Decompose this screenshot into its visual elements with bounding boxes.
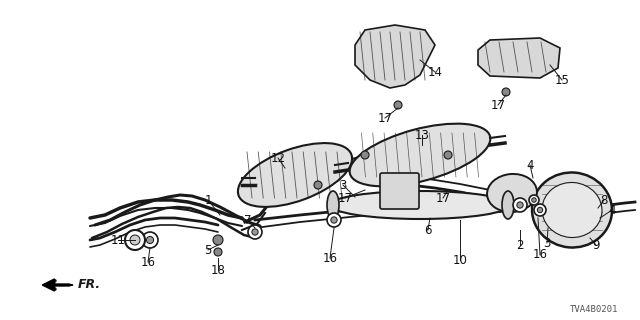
Ellipse shape xyxy=(349,124,490,186)
Text: 16: 16 xyxy=(141,255,156,268)
Circle shape xyxy=(142,232,158,248)
Ellipse shape xyxy=(238,143,352,207)
Circle shape xyxy=(130,235,140,245)
Ellipse shape xyxy=(327,191,339,219)
Circle shape xyxy=(532,198,536,202)
Ellipse shape xyxy=(542,182,602,237)
Circle shape xyxy=(517,202,523,208)
Text: 9: 9 xyxy=(592,238,600,252)
Polygon shape xyxy=(478,38,560,78)
Circle shape xyxy=(394,101,402,109)
Text: FR.: FR. xyxy=(78,278,101,292)
FancyBboxPatch shape xyxy=(380,173,419,209)
Circle shape xyxy=(534,204,546,216)
Circle shape xyxy=(214,248,222,256)
Circle shape xyxy=(444,151,452,159)
Text: 5: 5 xyxy=(204,244,212,257)
Text: 16: 16 xyxy=(532,249,547,261)
Text: 10: 10 xyxy=(452,253,467,267)
Text: 2: 2 xyxy=(516,238,524,252)
Circle shape xyxy=(502,88,510,96)
Text: 17: 17 xyxy=(337,191,353,204)
Text: 17: 17 xyxy=(490,99,506,111)
Text: 8: 8 xyxy=(600,194,608,206)
Circle shape xyxy=(248,225,262,239)
Text: 7: 7 xyxy=(244,213,252,227)
Text: 3: 3 xyxy=(543,236,550,250)
Text: TVA4B0201: TVA4B0201 xyxy=(570,305,618,314)
Circle shape xyxy=(314,181,322,189)
Circle shape xyxy=(361,151,369,159)
Circle shape xyxy=(147,236,154,244)
Circle shape xyxy=(529,195,539,205)
Text: 11: 11 xyxy=(111,234,125,246)
Text: 1: 1 xyxy=(204,194,212,206)
Text: 15: 15 xyxy=(555,74,570,86)
Ellipse shape xyxy=(502,191,514,219)
Text: 4: 4 xyxy=(608,204,616,217)
Text: 17: 17 xyxy=(435,191,451,204)
Text: 14: 14 xyxy=(428,66,442,78)
Text: 13: 13 xyxy=(415,129,429,141)
Circle shape xyxy=(513,198,527,212)
Text: 6: 6 xyxy=(424,223,432,236)
Text: 16: 16 xyxy=(323,252,337,265)
Circle shape xyxy=(331,217,337,223)
Ellipse shape xyxy=(330,191,510,219)
Text: 4: 4 xyxy=(526,158,534,172)
Circle shape xyxy=(327,213,341,227)
Circle shape xyxy=(213,235,223,245)
Circle shape xyxy=(252,229,258,235)
Text: 12: 12 xyxy=(271,151,285,164)
Text: 17: 17 xyxy=(378,111,392,124)
Circle shape xyxy=(125,230,145,250)
Ellipse shape xyxy=(487,174,537,212)
Polygon shape xyxy=(355,25,435,88)
Text: 18: 18 xyxy=(211,263,225,276)
Text: 3: 3 xyxy=(339,179,347,191)
Ellipse shape xyxy=(532,172,612,247)
Circle shape xyxy=(538,207,543,213)
